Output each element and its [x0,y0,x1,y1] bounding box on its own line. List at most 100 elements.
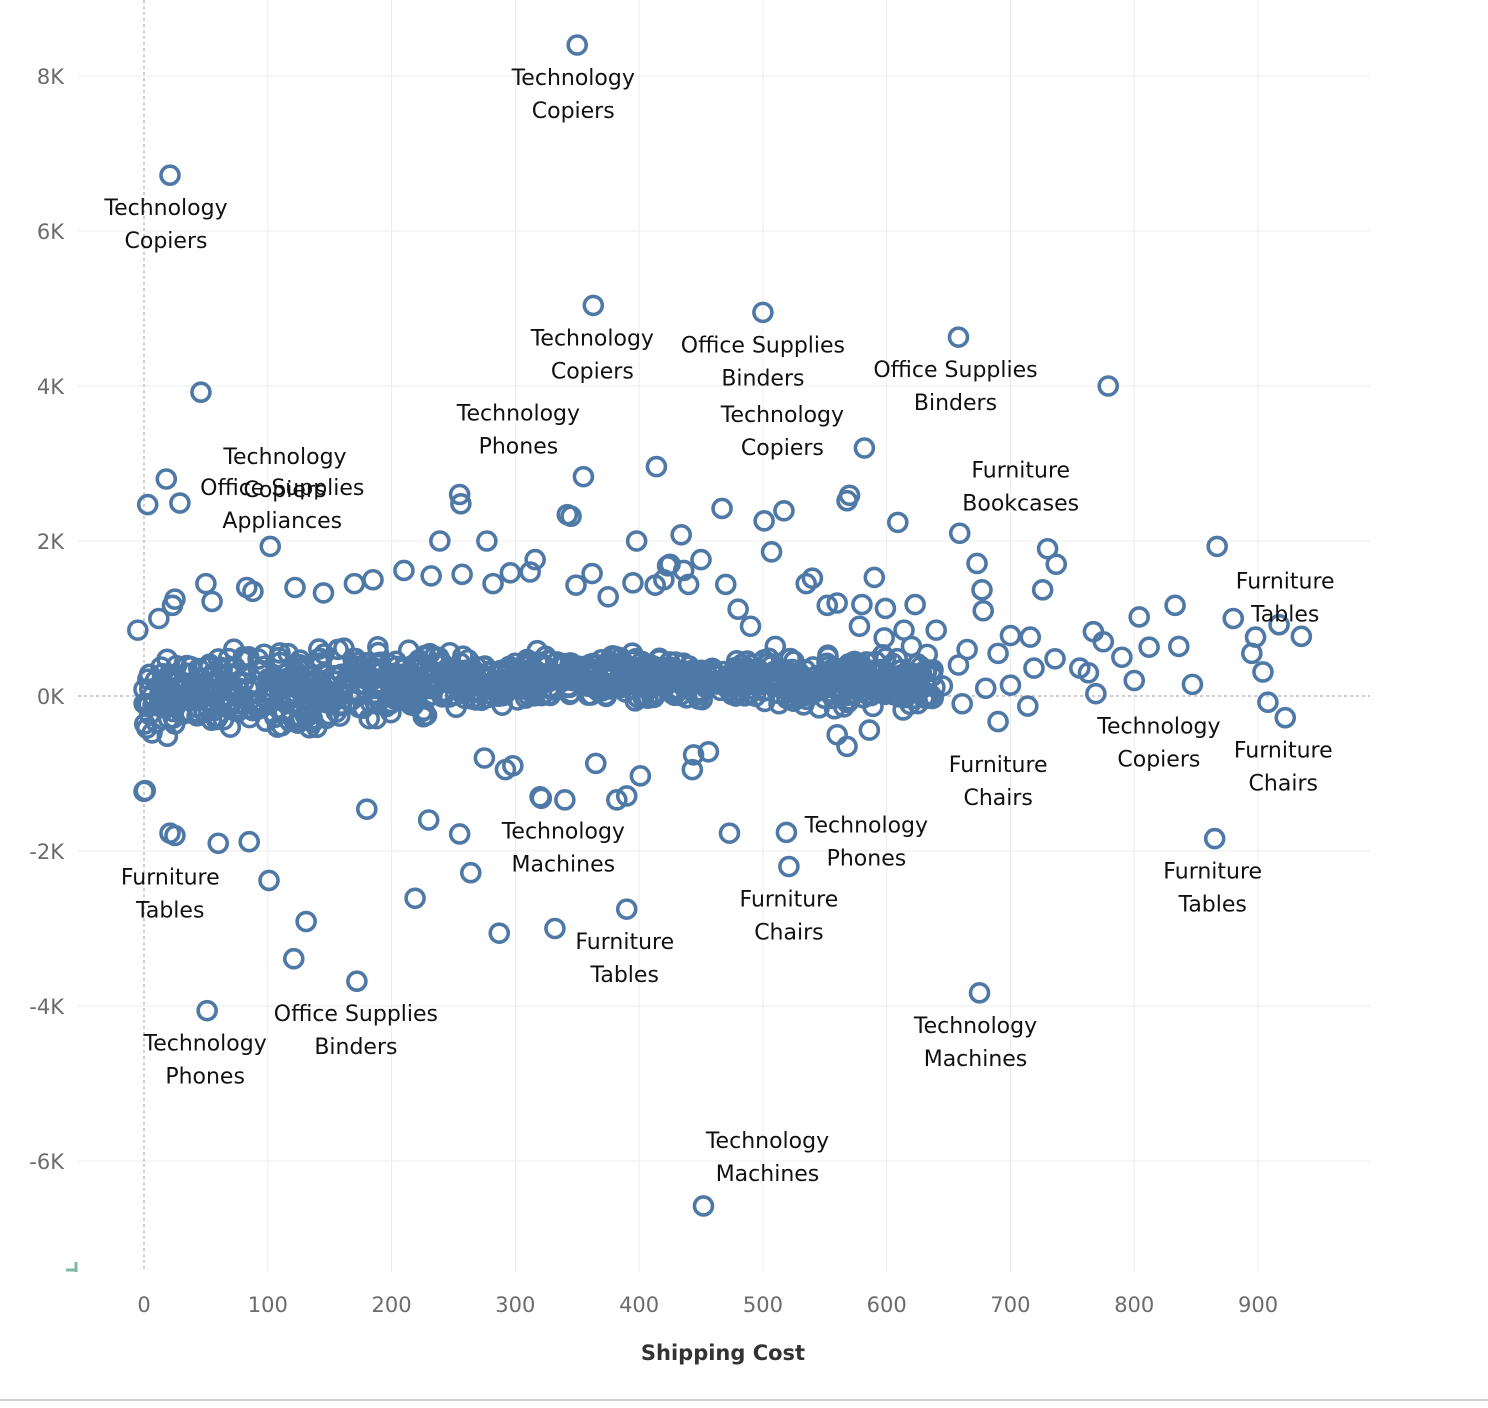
data-point [1097,375,1120,397]
data-point [948,522,971,545]
data-point [159,690,181,713]
data-point [1222,607,1245,630]
data-point [609,646,632,669]
annotation-line: Technology [501,819,625,844]
data-point [136,493,159,516]
data-point [690,548,712,571]
data-point [560,505,582,528]
data-point [644,574,667,596]
data-point [417,809,440,831]
data-point [810,666,833,689]
data-point [1092,630,1115,653]
x-tick-label: 900 [1238,1293,1278,1317]
data-point [1203,827,1226,850]
annotation-line: Technology [913,1014,1037,1039]
annotation-line: Binders [314,1035,397,1060]
point-annotation: Technology Copiers [530,326,654,384]
data-point [836,735,858,758]
data-point [677,573,700,596]
annotation-line: Office Supplies [681,333,845,358]
data-point [629,765,652,787]
data-point [974,677,997,700]
data-point [258,869,280,892]
annotation-line: Technology [720,403,844,428]
annotation-line: Tables [590,963,659,988]
data-point [295,910,317,933]
data-point [495,663,518,686]
annotation-line: Binders [914,391,997,416]
point-annotation: Furniture Tables [1236,569,1335,627]
x-tick-label: 600 [867,1293,907,1317]
data-point [890,658,913,681]
data-point [947,326,970,348]
data-point [692,1195,715,1217]
data-point [900,635,923,658]
data-point [1077,661,1100,684]
data-point [517,662,540,684]
annotation-line: Office Supplies [873,358,1037,383]
data-point [854,675,876,698]
data-point [627,660,650,683]
data-point [420,565,442,587]
data-point [238,830,261,853]
data-point [565,574,587,596]
data-point [931,675,954,697]
x-axis-ticks: 0 100 200 300 400 500 600 700 800 900 [137,1293,1278,1317]
data-point [589,674,611,696]
data-point [1164,594,1186,617]
annotation-line: Copiers [125,229,208,254]
data-point [492,684,514,707]
data-point [826,723,848,746]
point-annotation: Technology Copiers [103,196,227,254]
annotation-line: Binders [721,366,804,391]
annotation-line: Technology [705,1129,829,1154]
data-point [422,661,445,683]
data-point [1044,647,1066,670]
data-point [572,465,595,488]
data-point [566,34,589,56]
data-point [253,643,275,666]
point-annotation: Technology Machines [501,819,625,877]
data-point [582,294,605,317]
data-point [887,511,909,534]
data-point [848,615,871,638]
data-point [925,619,947,641]
annotation-line: Technology [143,1032,267,1057]
data-point [606,789,628,811]
data-point [1241,642,1263,665]
data-points [127,34,1313,1217]
data-point [393,559,415,582]
data-point [169,492,191,514]
data-point [342,647,364,670]
data-point [201,590,223,613]
y-tick-label: -2K [29,840,65,864]
data-point [127,619,149,641]
data-point [1252,661,1274,683]
point-annotation: Technology Copiers [720,403,844,461]
annotation-line: Copiers [551,359,634,384]
point-annotation: Furniture Tables [121,866,220,924]
annotation-line: Bookcases [962,491,1079,516]
data-point [476,530,498,552]
data-point [295,700,318,723]
data-point [739,615,762,638]
data-point [826,592,848,614]
point-annotation: Furniture Tables [1163,860,1262,918]
annotation-line: Machines [924,1047,1028,1072]
y-tick-label: -6K [29,1150,65,1174]
data-point [999,674,1022,696]
data-point [873,627,896,649]
data-point [910,661,933,684]
data-point [622,572,644,594]
data-point [328,705,351,727]
data-point [1111,646,1133,669]
data-point [675,678,697,700]
data-point [196,999,218,1022]
data-point [904,593,926,616]
data-point [312,582,335,604]
data-point [808,697,830,719]
data-point [473,747,496,769]
data-point [134,779,157,802]
data-point [482,572,504,595]
